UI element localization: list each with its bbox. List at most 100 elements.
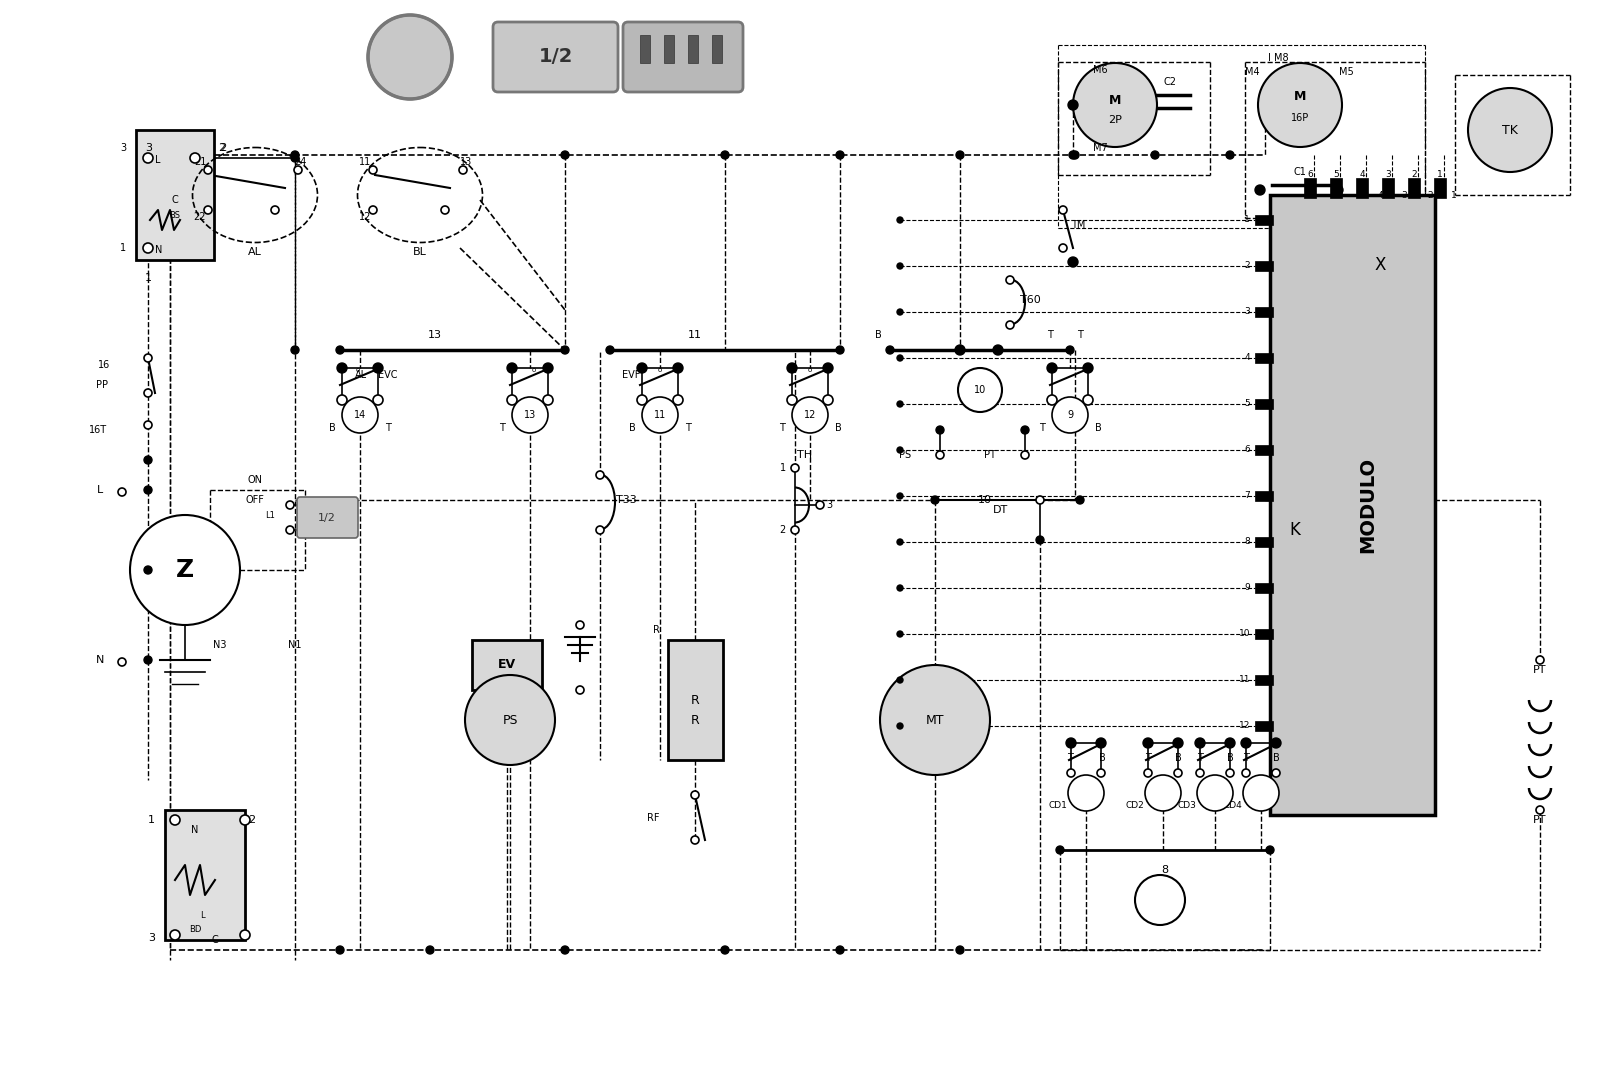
Text: T: T [1243,753,1250,763]
Circle shape [118,658,126,666]
Circle shape [1173,738,1182,748]
Bar [1304,178,1315,199]
Circle shape [1144,769,1152,777]
Text: AL: AL [355,370,366,380]
Text: 21: 21 [194,158,206,167]
Circle shape [595,472,605,479]
Circle shape [936,426,944,434]
Circle shape [144,486,152,494]
Circle shape [898,677,902,683]
Circle shape [722,946,730,954]
Text: CD4: CD4 [1224,802,1242,810]
Circle shape [1226,738,1235,748]
Circle shape [144,656,152,664]
Circle shape [1536,656,1544,664]
Text: 2P: 2P [1109,115,1122,125]
Bar [1434,178,1446,199]
Circle shape [442,206,450,214]
Bar [1408,178,1421,199]
Text: M: M [1294,91,1306,104]
Circle shape [822,363,834,373]
Circle shape [835,946,845,954]
Circle shape [1066,346,1074,354]
Circle shape [1536,806,1544,814]
Text: 13: 13 [459,158,472,167]
Circle shape [240,815,250,825]
Circle shape [1006,276,1014,284]
Text: R: R [691,713,699,726]
Text: T: T [1077,330,1083,340]
Circle shape [144,421,152,429]
Circle shape [637,363,646,373]
Text: 2: 2 [779,525,786,535]
Circle shape [1134,875,1186,925]
Circle shape [595,525,605,534]
Text: 6: 6 [1334,191,1341,200]
Circle shape [1053,397,1088,433]
Text: 9: 9 [1245,584,1250,592]
Circle shape [370,206,378,214]
Text: 2: 2 [1427,191,1434,200]
Circle shape [1069,775,1104,811]
Text: 6: 6 [1307,170,1314,179]
Text: RF: RF [648,812,661,823]
Circle shape [130,515,240,625]
Text: N: N [96,655,104,665]
Text: 6: 6 [1245,446,1250,454]
Text: B: B [875,330,882,340]
Text: 4: 4 [1378,191,1382,200]
Circle shape [466,675,555,765]
Text: ON: ON [248,475,262,484]
Bar [136,129,214,260]
Bar [1357,178,1368,199]
Circle shape [835,346,845,354]
Circle shape [562,346,570,354]
Text: 2: 2 [1245,261,1250,271]
Circle shape [1046,395,1058,405]
Text: 2: 2 [218,144,226,153]
Text: CD1: CD1 [1048,802,1067,810]
Circle shape [931,496,939,504]
Circle shape [1067,769,1075,777]
Text: 5: 5 [1357,191,1363,200]
Circle shape [336,346,344,354]
Text: C: C [171,195,178,205]
Circle shape [144,390,152,397]
Text: PT: PT [984,450,995,460]
Text: B: B [1174,753,1181,763]
Text: PT: PT [1533,815,1547,825]
Text: B: B [1227,753,1234,763]
Bar [1270,195,1435,815]
Circle shape [1006,320,1014,329]
Text: 10: 10 [974,385,986,395]
Circle shape [1069,151,1077,159]
Text: o: o [531,367,536,373]
Text: T: T [1067,753,1074,763]
Text: 3: 3 [146,144,152,153]
Circle shape [1069,257,1078,267]
Text: N3: N3 [213,640,227,650]
Text: N: N [155,245,162,255]
Circle shape [205,166,211,174]
Circle shape [1150,151,1158,159]
Circle shape [898,309,902,315]
Text: EVC: EVC [378,370,397,380]
Text: 3: 3 [120,144,126,153]
Bar [669,640,723,760]
Circle shape [291,154,299,162]
Circle shape [787,363,797,373]
Circle shape [144,456,152,464]
Text: EV: EV [498,658,517,671]
Bar [1254,445,1274,455]
Circle shape [674,363,683,373]
Text: 3: 3 [1402,191,1406,200]
Circle shape [637,395,646,405]
Text: T: T [1046,330,1053,340]
Bar [1254,353,1274,363]
Circle shape [1096,738,1106,748]
Bar [664,35,674,63]
Text: K: K [1290,521,1301,540]
Circle shape [286,501,294,509]
Text: 12: 12 [358,211,371,222]
Text: 13: 13 [429,330,442,340]
